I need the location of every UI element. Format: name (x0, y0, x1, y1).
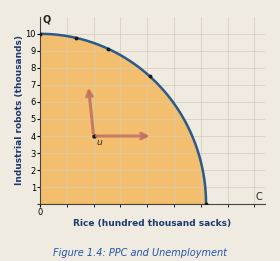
Text: u: u (96, 138, 102, 147)
Text: C: C (256, 192, 262, 203)
Y-axis label: Industrial robots (thousands): Industrial robots (thousands) (15, 35, 24, 186)
Text: Figure 1.4: PPC and Unemployment: Figure 1.4: PPC and Unemployment (53, 248, 227, 258)
Polygon shape (40, 34, 206, 204)
X-axis label: Rice (hundred thousand sacks): Rice (hundred thousand sacks) (73, 219, 232, 228)
Text: Q: Q (42, 14, 50, 25)
